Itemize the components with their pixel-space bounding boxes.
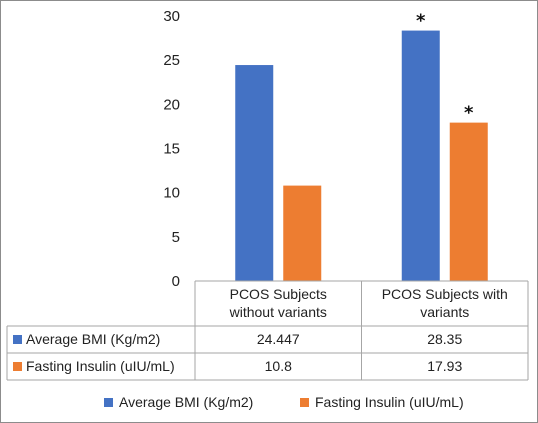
table-legend-key: [13, 362, 22, 371]
legend-label: Fasting Insulin (uIU/mL): [315, 394, 464, 410]
legend-swatch: [300, 398, 309, 407]
table-series-name: Average BMI (Kg/m2): [26, 331, 160, 347]
bar-insulin: [449, 122, 488, 281]
legend-label: Average BMI (Kg/m2): [119, 394, 253, 410]
significance-marker: *: [416, 11, 426, 32]
table-legend-key: [13, 335, 22, 344]
table-series-name: Fasting Insulin (uIU/mL): [26, 358, 175, 374]
bar-bmi: [401, 30, 440, 282]
y-tick-label: 30: [163, 8, 180, 25]
y-tick-label: 20: [163, 96, 180, 113]
y-tick-label: 15: [163, 141, 180, 158]
legend-swatch: [104, 398, 113, 407]
y-tick-label: 5: [172, 229, 180, 246]
table-value: 24.447: [257, 331, 300, 347]
y-tick-label: 25: [163, 52, 180, 69]
x-category-label: PCOS Subjects: [230, 286, 327, 302]
significance-marker: *: [464, 103, 474, 124]
y-tick-label: 10: [163, 185, 180, 202]
x-category-label: PCOS Subjects with: [382, 286, 508, 302]
table-value: 28.35: [427, 331, 462, 347]
y-tick-label: 0: [172, 273, 180, 290]
bar-bmi: [235, 65, 274, 281]
table-value: 10.8: [265, 358, 292, 374]
x-category-label: variants: [420, 304, 469, 320]
bar-insulin: [283, 185, 322, 281]
table-value: 17.93: [427, 358, 462, 374]
x-category-label: without variants: [229, 304, 327, 320]
